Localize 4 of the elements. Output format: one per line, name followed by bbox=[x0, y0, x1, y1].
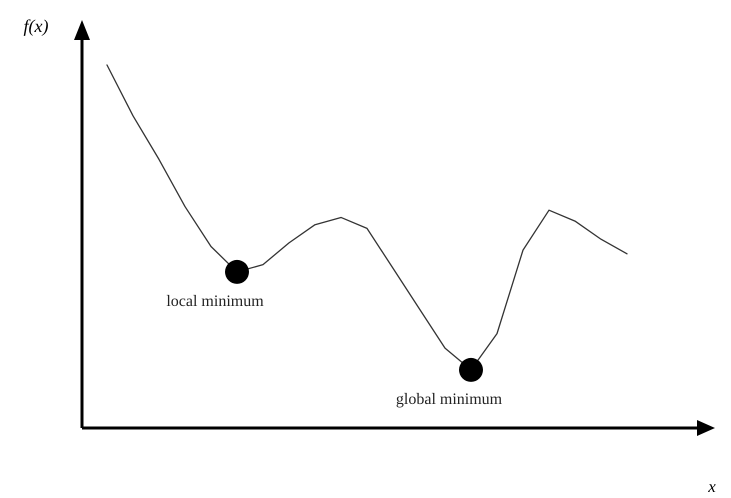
annotation: global minimum bbox=[396, 390, 503, 408]
annotation: local minimum bbox=[166, 292, 264, 310]
y-axis-title: f(x) bbox=[24, 16, 48, 36]
x-axis-title: x bbox=[707, 477, 716, 496]
